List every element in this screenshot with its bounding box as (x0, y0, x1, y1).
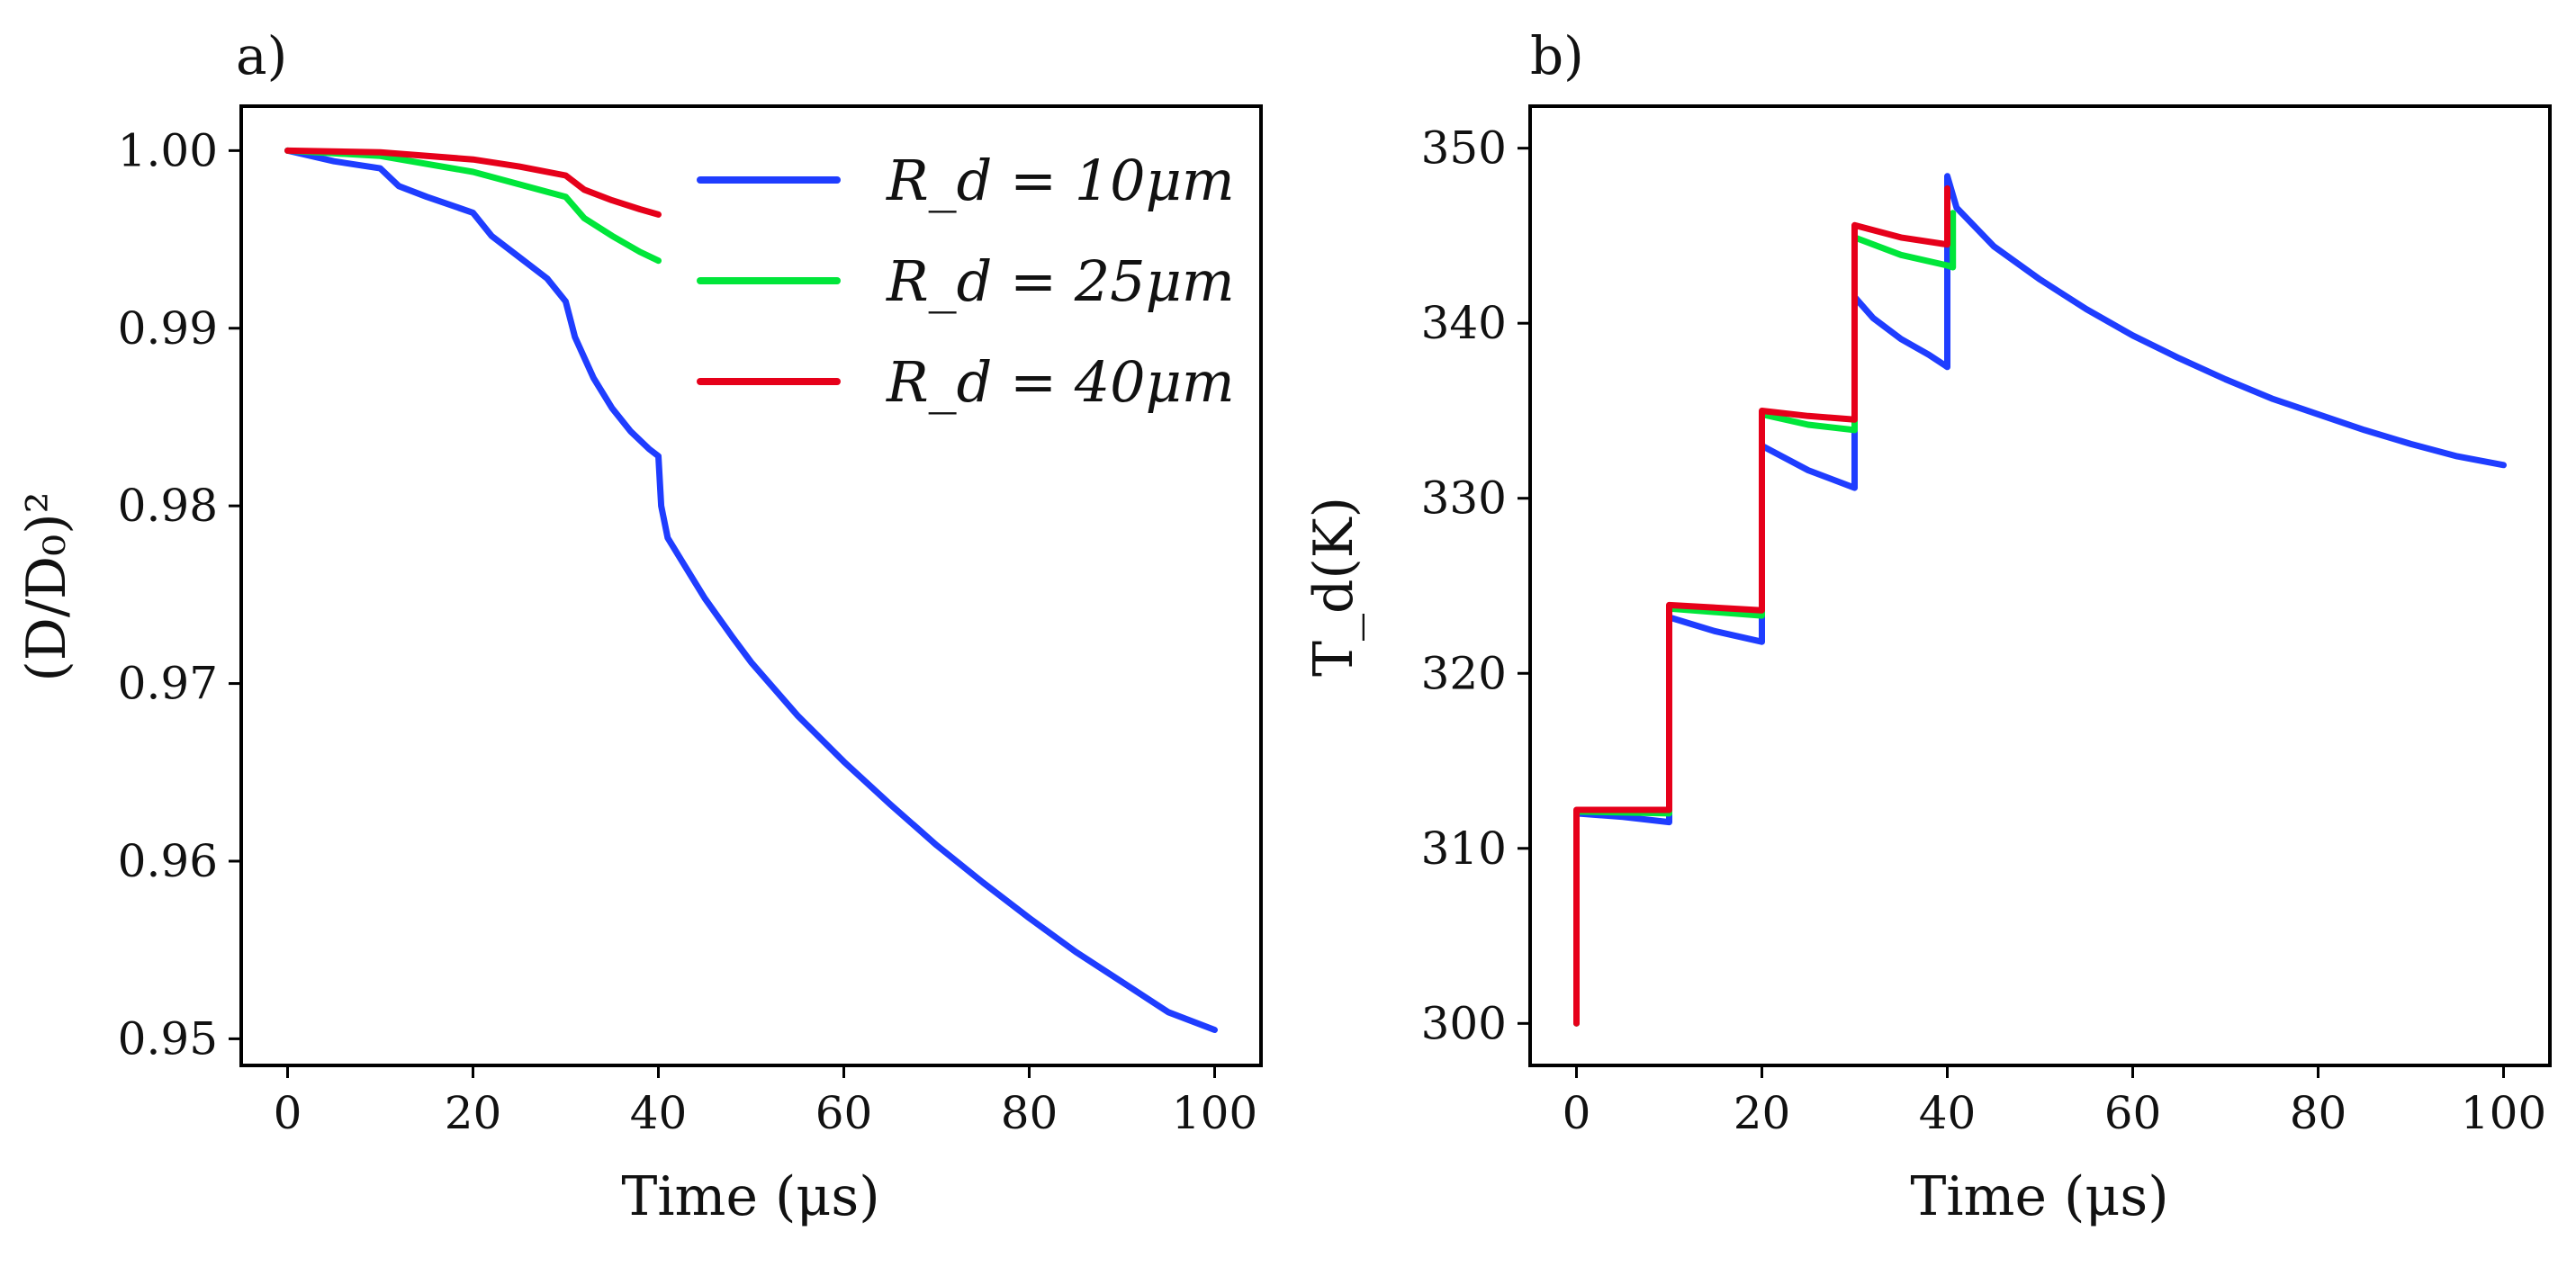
panel-a-ytick-label: 0.95 (118, 1012, 218, 1065)
legend-label: R_d = 40μm (886, 349, 1235, 415)
panel-b-ytick-label: 350 (1421, 122, 1507, 175)
panel-a-ytick-label: 0.98 (118, 480, 218, 532)
panel-b-ytick-label: 330 (1421, 472, 1507, 525)
panel-b-ylabel: T_d(K) (1302, 497, 1365, 677)
panel-a-xlabel: Time (μs) (621, 1165, 879, 1228)
panel-b: b) 0 20 40 60 80 100 300 310 320 330 340 350 Time (… (1302, 25, 2552, 1228)
legend: R_d = 10μm R_d = 25μm R_d = 40μm (697, 148, 1235, 415)
legend-label: R_d = 10μm (886, 148, 1235, 213)
panel-b-ytick-label: 340 (1421, 297, 1507, 349)
panel-b-xtick-label: 100 (2461, 1087, 2546, 1139)
panel-b-xtick-label: 60 (2104, 1087, 2162, 1139)
panel-a-xtick-label: 20 (445, 1087, 502, 1139)
panel-a-xtick-label: 80 (1001, 1087, 1058, 1139)
panel-a-series-3-line (284, 147, 662, 218)
panel-a-ytick-label: 0.99 (118, 302, 218, 355)
panel-a-ytick-label: 0.97 (118, 658, 218, 710)
panel-b-series-1-line (1573, 173, 2507, 1027)
panel-b-ytick-label: 320 (1421, 647, 1507, 699)
panel-b-series-2-line (1573, 210, 1957, 1027)
legend-label: R_d = 25μm (886, 248, 1235, 314)
panel-b-ytick-label: 310 (1421, 822, 1507, 875)
panel-a-xtick-label: 40 (630, 1087, 688, 1139)
panel-a-ytick-label: 0.96 (118, 835, 218, 887)
panel-b-xtick-label: 40 (1919, 1087, 1977, 1139)
panel-a-label: a) (236, 25, 287, 86)
panel-b-xlabel: Time (μs) (1910, 1165, 2168, 1228)
panel-a: a) 0 20 40 60 80 1000.950.960.970.980.991.00 … (15, 25, 1263, 1228)
panel-a-xtick-label: 0 (274, 1087, 302, 1139)
panel-a-xtick-label: 60 (815, 1087, 873, 1139)
panel-a-ytick-label: 1.00 (118, 124, 218, 176)
panel-b-ytick-label: 300 (1421, 997, 1507, 1049)
panel-b-xtick-label: 0 (1563, 1087, 1591, 1139)
panel-a-xtick-label: 100 (1172, 1087, 1257, 1139)
panel-a-series-2-line (284, 147, 662, 265)
panel-a-ylabel: (D/D₀)² (15, 491, 78, 681)
panel-a-axes-frame (239, 104, 1263, 1067)
panel-a-series-1-line (284, 147, 1218, 1033)
panel-b-series-3-line (1573, 184, 1950, 1027)
panel-b-label: b) (1530, 25, 1584, 86)
panel-b-xtick-label: 20 (1734, 1087, 1791, 1139)
panel-b-xtick-label: 80 (2290, 1087, 2347, 1139)
panel-b-axes-frame (1528, 104, 2552, 1067)
